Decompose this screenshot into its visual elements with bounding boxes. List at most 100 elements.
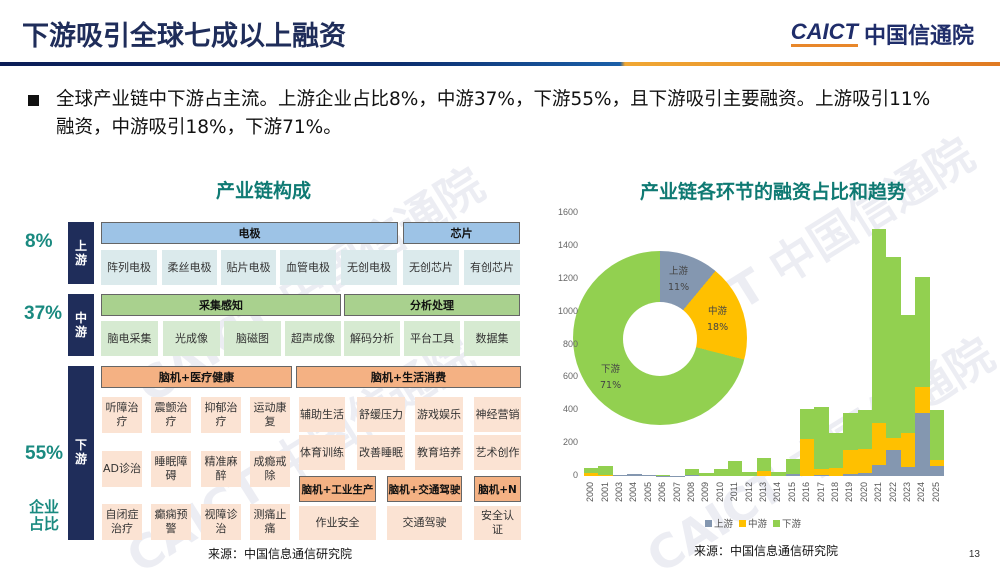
bar-segment xyxy=(872,423,886,464)
item-security-auth: 安全认证 xyxy=(474,506,521,540)
item-precision-anesthesia: 精准麻醉 xyxy=(201,451,241,487)
group-acquisition: 采集感知 xyxy=(101,294,341,316)
x-tick-label: 2024 xyxy=(916,482,926,510)
bar-segment xyxy=(886,257,900,439)
enterprise-share-label: 企业占比 xyxy=(28,499,60,533)
bar-segment xyxy=(584,473,598,476)
item-sleep-improvement: 改善睡眠 xyxy=(357,435,405,470)
x-tick-label: 2025 xyxy=(931,482,941,510)
bar-2015 xyxy=(786,459,800,476)
item-vision-treatment: 视障诊治 xyxy=(201,504,241,540)
x-tick-label: 2023 xyxy=(902,482,912,510)
x-tick-label: 2015 xyxy=(787,482,797,510)
group-consumer: 脑机+生活消费 xyxy=(296,366,521,388)
bar-segment xyxy=(858,410,872,449)
item-noninvasive-chip: 无创芯片 xyxy=(403,250,459,285)
bar-segment xyxy=(642,475,656,476)
item-platform-tools: 平台工具 xyxy=(404,321,460,356)
item-sports-training: 体育训练 xyxy=(299,435,345,470)
y-tick-label: 600 xyxy=(548,371,578,381)
x-tick-label: 2005 xyxy=(643,482,653,510)
bar-segment xyxy=(829,468,843,476)
legend-swatch-icon xyxy=(773,520,780,527)
x-tick-label: 2000 xyxy=(585,482,595,510)
x-tick-label: 2007 xyxy=(672,482,682,510)
item-hearing-therapy: 听障治疗 xyxy=(102,397,142,433)
group-electrode: 电极 xyxy=(101,222,398,244)
chart-legend: 上游中游下游 xyxy=(705,516,801,530)
x-tick-label: 2011 xyxy=(729,482,739,510)
item-depression-therapy: 抑郁治疗 xyxy=(201,397,241,433)
x-tick-label: 2018 xyxy=(830,482,840,510)
donut-hole xyxy=(623,302,697,376)
group-chip: 芯片 xyxy=(403,222,520,244)
bar-segment xyxy=(757,458,771,471)
bar-segment xyxy=(930,410,944,459)
bar-2012 xyxy=(742,472,756,476)
donut-label-midstream: 中游 18% xyxy=(707,304,728,336)
bar-segment xyxy=(714,469,728,476)
x-tick-label: 2010 xyxy=(715,482,725,510)
item-optical-imaging: 光成像 xyxy=(163,321,220,356)
page-title: 下游吸引全球七成以上融资 xyxy=(22,14,346,53)
item-vascular-electrode: 血管电极 xyxy=(280,250,336,285)
bar-segment xyxy=(829,433,843,468)
x-tick-label: 2017 xyxy=(816,482,826,510)
bar-2014 xyxy=(771,472,785,476)
bar-2003 xyxy=(613,475,627,476)
y-tick-label: 0 xyxy=(548,470,578,480)
item-datasets: 数据集 xyxy=(464,321,520,356)
stage-midstream: 中 游 xyxy=(68,294,94,356)
x-tick-label: 2022 xyxy=(888,482,898,510)
bar-2001 xyxy=(598,466,612,476)
item-gaming: 游戏娱乐 xyxy=(415,397,463,432)
bar-segment xyxy=(800,439,814,476)
bar-segment xyxy=(627,474,641,476)
bar-segment xyxy=(901,467,915,476)
bar-2000 xyxy=(584,468,598,476)
header-divider xyxy=(0,62,1000,66)
bar-segment xyxy=(771,472,785,476)
bar-segment xyxy=(786,459,800,475)
bar-segment xyxy=(872,229,886,423)
x-tick-label: 2008 xyxy=(686,482,696,510)
bar-2021 xyxy=(872,229,886,476)
bar-segment xyxy=(901,433,915,467)
bar-2008 xyxy=(685,469,699,476)
legend-item: 中游 xyxy=(739,516,767,530)
item-epilepsy-warning: 癫痫预警 xyxy=(151,504,191,540)
bar-segment xyxy=(930,466,944,476)
downstream-pct: 55% xyxy=(25,443,63,465)
bar-2017 xyxy=(814,407,828,476)
y-tick-label: 400 xyxy=(548,404,578,414)
y-tick-label: 1000 xyxy=(548,306,578,316)
x-tick-label: 2014 xyxy=(772,482,782,510)
bar-segment xyxy=(915,277,929,387)
item-tremor-therapy: 震颤治疗 xyxy=(151,397,191,433)
y-tick-label: 1600 xyxy=(548,207,578,217)
item-patch-electrode: 贴片电极 xyxy=(221,250,276,285)
group-industrial: 脑机+工业生产 xyxy=(299,476,376,502)
item-education: 教育培养 xyxy=(415,435,463,470)
bar-segment xyxy=(814,407,828,469)
industry-chain-title: 产业链构成 xyxy=(216,176,311,203)
page-number: 13 xyxy=(969,549,980,560)
bar-2020 xyxy=(858,410,872,476)
bar-2013 xyxy=(757,458,771,476)
bar-segment xyxy=(843,474,857,476)
left-source: 来源：中国信息通信研究院 xyxy=(208,545,352,562)
bar-segment xyxy=(901,315,915,433)
donut-label-upstream: 上游 11% xyxy=(668,264,689,296)
bar-segment xyxy=(757,471,771,476)
bar-2023 xyxy=(901,315,915,476)
x-tick-label: 2013 xyxy=(758,482,768,510)
item-flexible-electrode: 柔丝电极 xyxy=(162,250,217,285)
item-pain-management: 测痛止痛 xyxy=(250,504,290,540)
bar-segment xyxy=(598,475,612,476)
caict-logo: CAICT 中国信通院 xyxy=(791,18,974,50)
stage-downstream: 下 游 xyxy=(68,366,94,540)
bar-segment xyxy=(858,473,872,476)
item-assisted-living: 辅助生活 xyxy=(299,397,345,432)
group-other: 脑机+N xyxy=(474,476,521,502)
bar-segment xyxy=(872,465,886,477)
